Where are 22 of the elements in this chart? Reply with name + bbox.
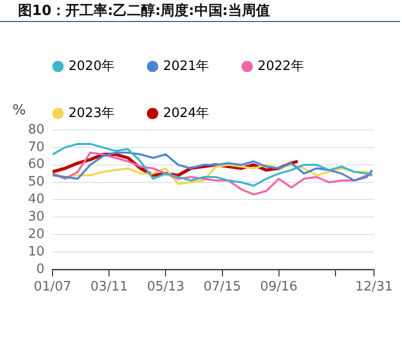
x-tick-label: 03/11 [90,280,128,295]
legend-label: 2023年 [68,106,115,121]
y-tick-label: 40 [28,192,45,208]
x-tick-label: 07/15 [204,280,241,295]
chart-title: 图10：开工率:乙二醇:周度:中国:当周值 [18,2,270,20]
legend-label: 2024年 [163,106,210,121]
y-tick-label: 80 [28,122,45,138]
legend-label: 2021年 [163,58,210,74]
x-tick-label: 05/13 [146,280,184,295]
y-tick-label: 30 [28,210,45,224]
x-tick-label: 12/31 [355,280,393,295]
y-axis-title: % [12,102,26,119]
legend-label: 2020年 [68,58,115,74]
legend-label: 2022年 [258,58,304,74]
y-tick-label: 50 [28,174,45,190]
y-tick-label: 20 [28,226,45,242]
x-tick-label: 01/07 [34,280,72,295]
x-tick-label: 09/16 [260,280,298,295]
y-tick-label: 70 [28,140,45,155]
y-tick-label: 60 [28,157,45,172]
y-tick-label: 10 [28,244,45,260]
y-tick-label: 0 [36,262,45,277]
